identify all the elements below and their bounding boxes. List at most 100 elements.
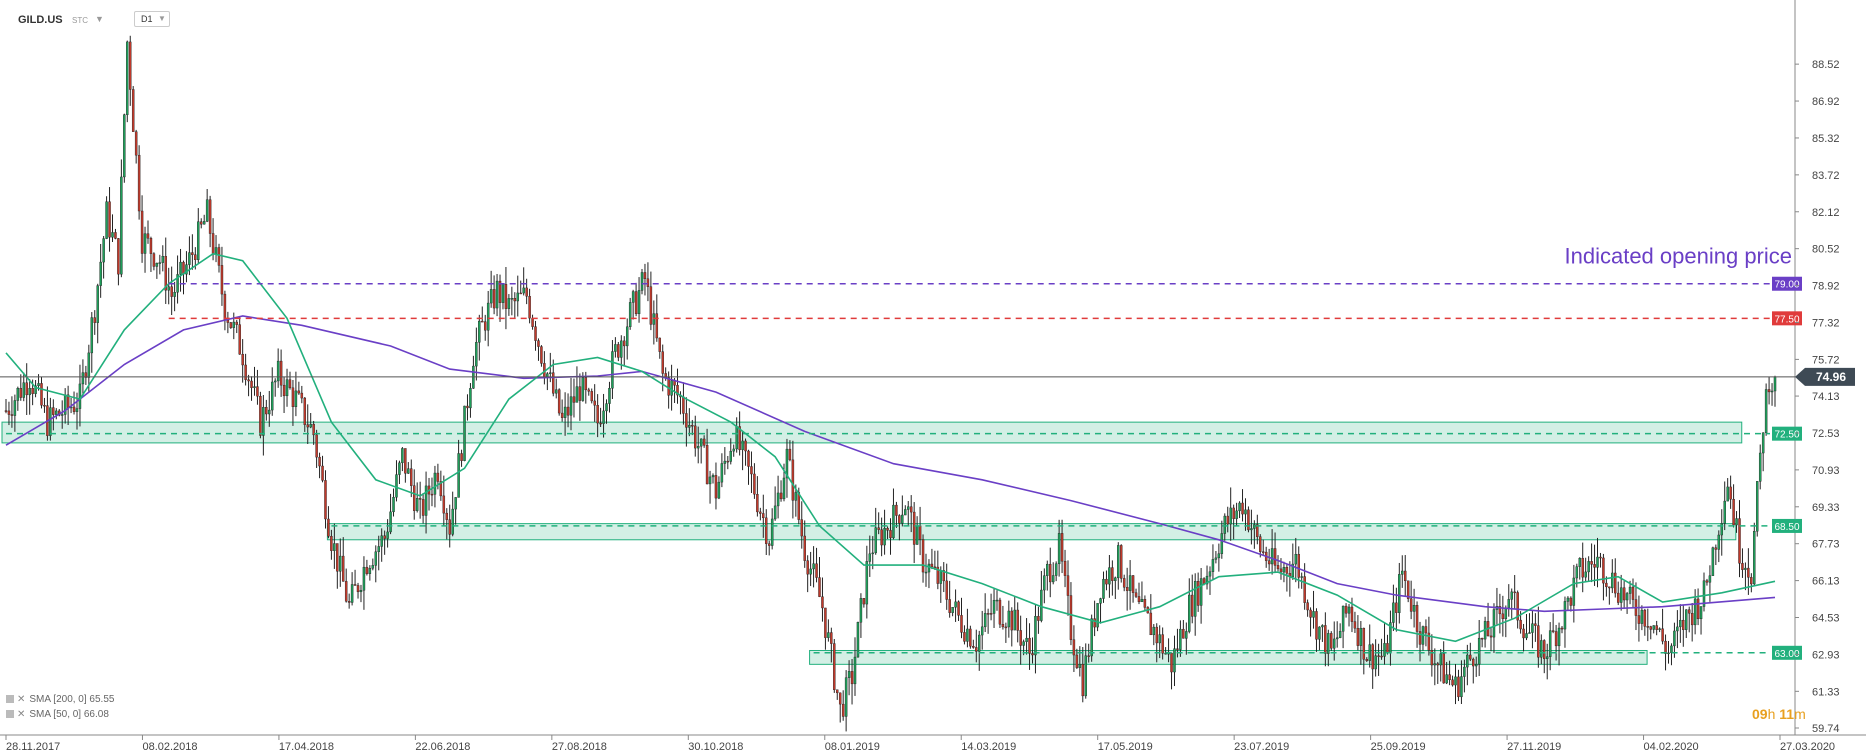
candle-body — [52, 407, 55, 415]
candle-body — [377, 546, 380, 553]
candle-body — [273, 380, 277, 383]
candle-body — [720, 463, 724, 483]
candle-body — [1744, 567, 1747, 570]
candle-body — [611, 351, 614, 389]
candle-body — [995, 599, 999, 602]
support-zone[interactable] — [1, 421, 1743, 444]
chevron-down-icon[interactable]: ▼ — [95, 14, 104, 24]
candle-body — [596, 405, 599, 424]
candle-body — [1720, 523, 1723, 536]
candle-body — [1474, 663, 1478, 667]
candle-body — [1010, 610, 1014, 631]
candle-body — [841, 703, 845, 717]
candle-body — [1256, 524, 1259, 537]
candle-body — [566, 406, 570, 416]
candle-body — [1548, 630, 1552, 657]
candle-body — [1516, 592, 1519, 621]
price-axis[interactable]: 88.52 86.92 85.32 83.72 82.12 80.52 78.92 77.32… — [1795, 59, 1840, 735]
candle-body — [634, 291, 638, 315]
candle-body — [868, 553, 872, 562]
candle-body — [1625, 593, 1629, 601]
candle-body — [830, 632, 833, 644]
candle-body — [241, 353, 244, 366]
candle-body — [330, 535, 333, 551]
candle-body — [1545, 656, 1549, 659]
candle-body — [1291, 563, 1295, 577]
legend-sma-50-label: SMA [50, 0] 66.08 — [29, 709, 109, 720]
support-zone[interactable] — [809, 649, 1648, 665]
candle-body — [655, 313, 659, 339]
candle-body — [253, 386, 256, 388]
candle-body — [146, 233, 150, 239]
candle-body — [114, 232, 117, 239]
candle-body — [1466, 654, 1469, 668]
candle-body — [1001, 623, 1005, 628]
candle-body — [173, 292, 176, 297]
y-tick-label: 80.52 — [1812, 244, 1840, 256]
timeframe-select[interactable]: D1 ▼ — [134, 11, 170, 27]
candle-body — [1513, 591, 1516, 594]
candle-body — [75, 408, 79, 412]
candle-body — [620, 340, 623, 358]
candle-body — [226, 320, 230, 323]
y-tick-label: 74.13 — [1812, 391, 1840, 403]
candle-body — [1134, 592, 1138, 597]
candle-body — [1667, 652, 1670, 655]
sma-50-line[interactable] — [5, 252, 1776, 643]
candle-body — [202, 221, 206, 225]
remove-indicator-icon[interactable]: ✕ — [17, 709, 26, 720]
candle-body — [1543, 640, 1546, 659]
candle-body — [16, 388, 20, 401]
candle-body — [208, 199, 212, 234]
candle-body — [1285, 567, 1289, 574]
candle-body — [244, 364, 247, 380]
candle-body — [469, 388, 472, 409]
candle-body — [759, 511, 762, 514]
candle-body — [1318, 626, 1321, 640]
candle-body — [1714, 547, 1718, 550]
time-axis[interactable]: 28.11.2017 08.02.2018 17.04.2018 22.06.2018… — [5, 735, 1835, 753]
candle-body — [483, 321, 487, 331]
candle-body — [782, 477, 786, 500]
candle-body — [1303, 576, 1306, 603]
candle-body — [276, 360, 280, 382]
symbol-label[interactable]: GILD.US — [18, 14, 63, 26]
candle-body — [747, 450, 750, 467]
legend-sma-200[interactable]: ✕ SMA [200, 0] 65.55 — [6, 694, 114, 705]
candle-body — [341, 555, 345, 582]
candle-body — [353, 584, 357, 586]
candle-body — [1679, 619, 1682, 628]
candle-body — [714, 475, 718, 499]
candle-body — [401, 448, 404, 464]
candle-body — [1273, 548, 1277, 566]
candle-body — [744, 440, 747, 452]
sma-200-line[interactable] — [5, 315, 1776, 613]
legend-sma-50[interactable]: ✕ SMA [50, 0] 66.08 — [6, 709, 109, 720]
candle-body — [821, 596, 824, 609]
candle-body — [1687, 609, 1691, 614]
candle-body — [418, 498, 422, 500]
candle-body — [72, 406, 76, 412]
candle-body — [1229, 507, 1232, 525]
candle-body — [220, 265, 224, 295]
candle-body — [1125, 587, 1129, 591]
remove-indicator-icon[interactable]: ✕ — [17, 694, 26, 705]
candle-body — [779, 492, 783, 500]
candle-body — [1619, 587, 1623, 603]
candle-body — [1327, 633, 1330, 654]
candle-body — [658, 337, 661, 352]
candle-body — [593, 400, 596, 406]
candle-body — [1750, 577, 1753, 585]
candle-body — [1424, 626, 1428, 634]
candle-body — [563, 406, 567, 418]
candle-body — [108, 201, 111, 238]
level-price-badge — [1772, 645, 1802, 660]
candle-body — [120, 176, 123, 275]
candle-body — [1395, 602, 1398, 613]
candle-body — [1247, 509, 1250, 531]
candle-body — [457, 453, 460, 498]
candle-body — [1492, 609, 1496, 638]
candle-body — [1137, 596, 1141, 603]
candle-body — [504, 283, 508, 309]
